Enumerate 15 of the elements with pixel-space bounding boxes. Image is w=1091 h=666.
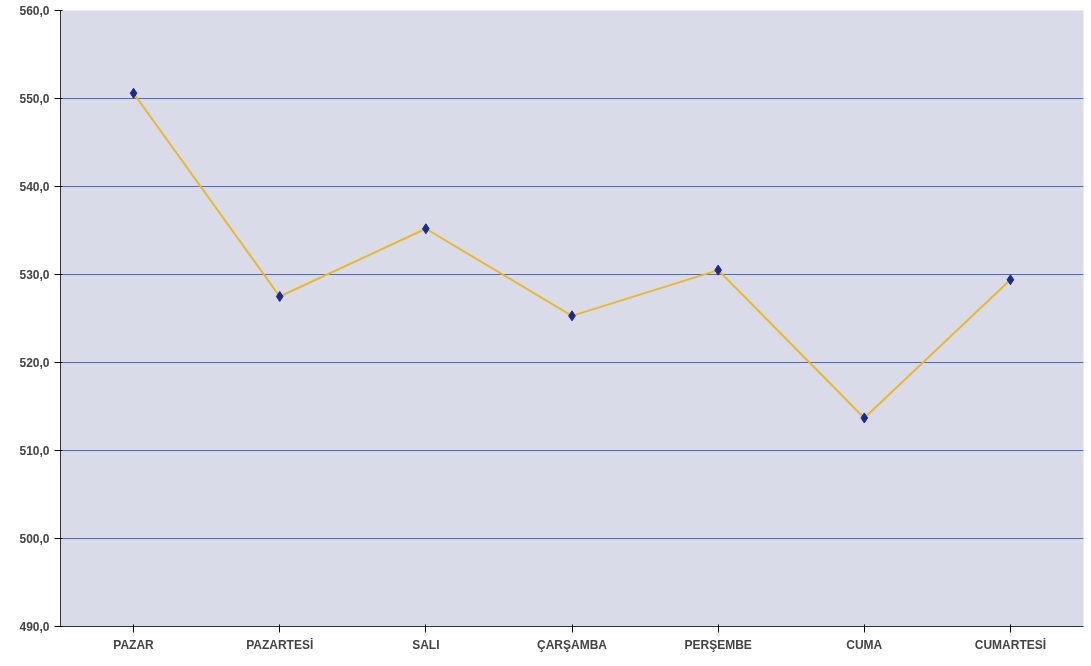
y-tick-label: 560,0 [19,4,50,18]
y-tick-label: 500,0 [19,532,50,546]
y-tick-label: 490,0 [19,620,50,634]
x-tick-label: PAZARTESİ [246,636,314,652]
y-tick-label: 550,0 [19,92,50,106]
x-tick-label: PERŞEMBE [684,637,752,652]
y-tick-label: 510,0 [19,444,50,458]
x-tick-label: ÇARŞAMBA [537,637,608,652]
y-tick-label: 530,0 [19,268,50,282]
x-tick-label: CUMARTESİ [974,636,1047,652]
x-tick-label: SALI [412,637,440,652]
x-tick-label: PAZAR [113,637,155,652]
x-tick-label: CUMA [846,637,883,652]
y-tick-label: 520,0 [19,356,50,370]
y-tick-label: 540,0 [19,180,50,194]
